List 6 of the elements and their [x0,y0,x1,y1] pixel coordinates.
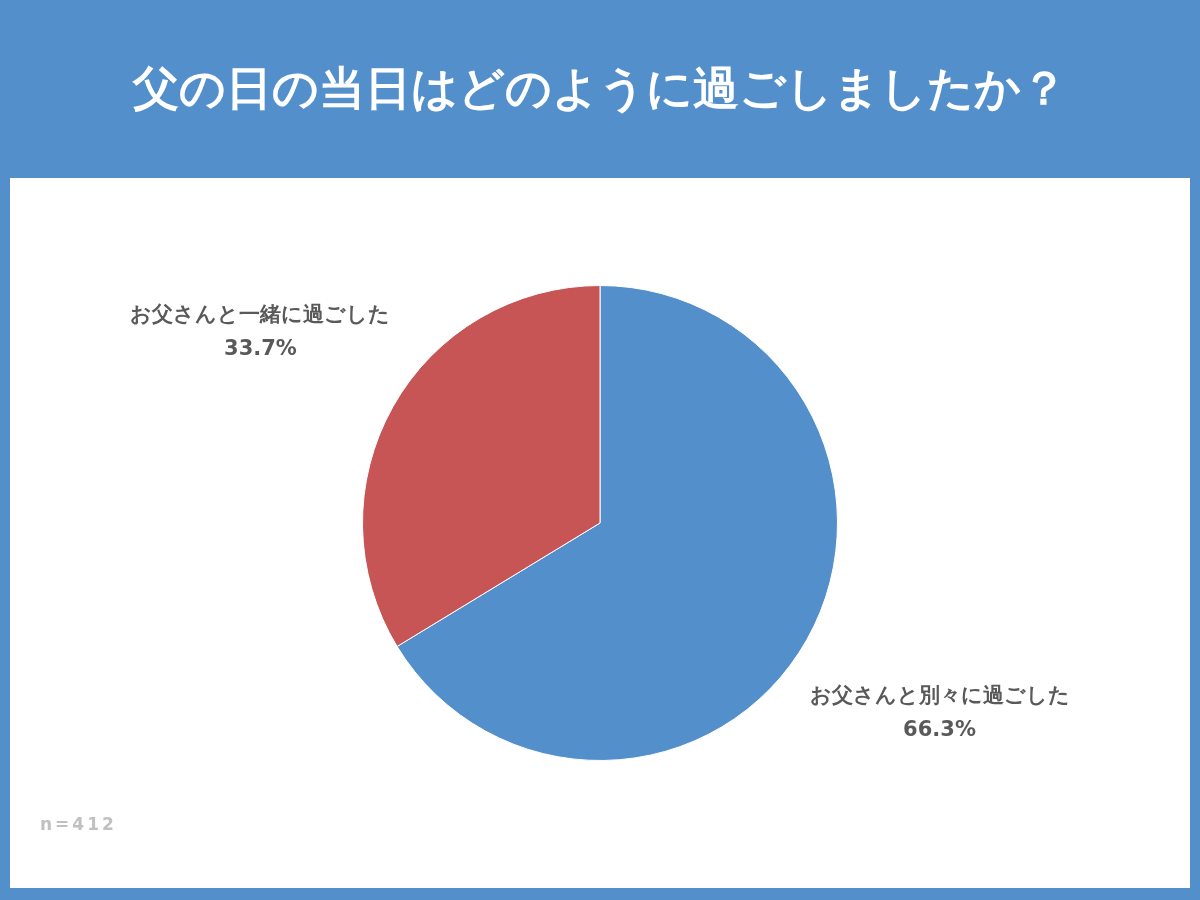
chart-title: 父の日の当日はどのように過ごしましたか？ [131,60,1068,117]
slice-label: お父さんと一緒に過ごした [130,301,391,326]
data-label: 33.7% [224,335,297,360]
slice-label: お父さんと別々に過ごした [809,683,1070,708]
text: n=412 [40,814,117,834]
data-label: 66.3% [903,717,976,742]
